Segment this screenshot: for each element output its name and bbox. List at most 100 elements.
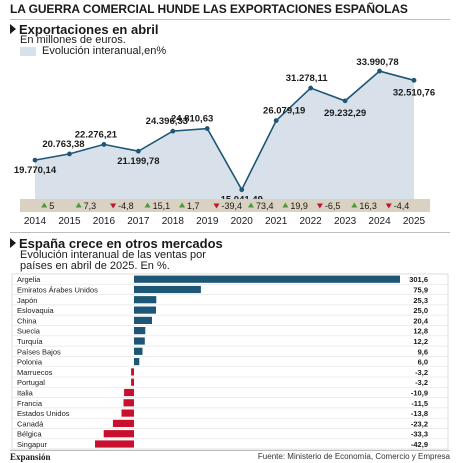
line-chart-title: Exportaciones en abril <box>10 22 158 37</box>
yoy-change-label: 16,3 <box>359 201 377 211</box>
yoy-change-label: 1,7 <box>187 201 200 211</box>
x-tick-label: 2016 <box>93 216 116 227</box>
yoy-change-item: 5 <box>41 201 54 211</box>
line-chart-subtitle: En millones de euros. <box>20 34 126 46</box>
bar <box>95 440 134 448</box>
data-point <box>273 118 279 124</box>
value-label: 29.232,29 <box>324 108 366 119</box>
country-label: Marruecos <box>17 368 53 377</box>
exports-area <box>35 71 414 200</box>
bar <box>134 285 201 294</box>
bar-value-label: 6,0 <box>418 358 428 367</box>
value-label: 24.810,63 <box>171 114 213 125</box>
yoy-change-item: -39,4 <box>213 201 243 211</box>
bar <box>131 378 134 386</box>
x-tick-label: 2018 <box>162 216 185 227</box>
x-tick-label: 2014 <box>24 216 47 227</box>
x-tick-label: 2021 <box>265 216 288 227</box>
up-arrow-icon <box>247 202 254 208</box>
bar <box>131 368 134 376</box>
data-point <box>411 77 417 83</box>
value-label: 22.276,21 <box>75 129 118 140</box>
bar-value-label: 75,9 <box>413 285 428 294</box>
bar-value-label: -33,3 <box>411 430 428 439</box>
x-tick-label: 2017 <box>127 216 150 227</box>
up-arrow-icon <box>282 202 289 208</box>
legend-label: Evolución interanual,en% <box>42 45 167 57</box>
country-label: Francia <box>17 399 43 408</box>
data-point <box>308 85 314 91</box>
bar-value-label: -10,9 <box>411 388 428 397</box>
bar <box>134 275 400 283</box>
yoy-change-item: 73,4 <box>247 201 274 211</box>
bar <box>112 419 134 427</box>
bar <box>134 296 157 304</box>
bar <box>123 399 134 407</box>
country-label: Portugal <box>17 378 45 387</box>
x-tick-label: 2015 <box>58 216 81 227</box>
country-label: Canadá <box>17 419 44 428</box>
bar-value-label: 12,2 <box>413 337 428 346</box>
yoy-change-label: 7,3 <box>84 201 97 211</box>
yoy-change-label: 19,9 <box>290 201 308 211</box>
bar-chart-frame <box>11 273 449 450</box>
bar-value-label: 12,8 <box>413 327 428 336</box>
down-arrow-icon <box>385 203 392 209</box>
line-chart-title-text: Exportaciones en abril <box>19 22 159 37</box>
yoy-change-label: 73,4 <box>256 201 274 211</box>
footer-divider <box>10 450 450 451</box>
bar <box>103 430 134 438</box>
yoy-change-item: -4,4 <box>385 201 409 211</box>
value-label: 31.278,11 <box>286 73 328 84</box>
bar-chart-subtitle-2: países en abril de 2025. En %. <box>20 260 170 272</box>
bar-chart-title-text: España crece en otros mercados <box>19 236 223 251</box>
yoy-change-label: -6,5 <box>325 201 341 211</box>
legend-swatch <box>20 46 36 56</box>
source-note: Fuente: Ministerio de Economía, Comercio… <box>257 452 450 461</box>
bar-value-label: -42,9 <box>411 440 428 449</box>
triangle-bullet-icon <box>10 238 16 248</box>
bar <box>121 409 134 417</box>
data-point <box>377 68 382 74</box>
yoy-change-item: 15,1 <box>144 201 170 211</box>
yoy-change-label: -39,4 <box>222 201 243 211</box>
bar-value-label: -11,5 <box>411 399 428 408</box>
value-label: 21.199,78 <box>117 156 159 167</box>
bar-chart-subtitle-1: Evolución interanual de las ventas por <box>20 249 206 261</box>
bar-value-label: 20,4 <box>413 316 428 325</box>
x-tick-label: 2023 <box>334 216 357 227</box>
brand-logo: Expansión <box>10 452 51 462</box>
section-divider <box>10 232 450 233</box>
bar-value-label: 301,6 <box>409 275 428 284</box>
value-label: 20.763,38 <box>42 139 84 150</box>
yoy-change-item: -4,8 <box>110 201 134 211</box>
country-label: Estados Unidos <box>17 409 70 418</box>
triangle-bullet-icon <box>10 24 16 34</box>
bar-chart: Argelia 301,6 Emiratos Árabes Unidos 75,9 Ja… <box>11 273 449 450</box>
bar-value-label: -13,8 <box>411 409 428 418</box>
country-label: Eslovaquia <box>17 306 55 315</box>
bar-value-label: -3,2 <box>415 378 428 387</box>
bar <box>134 327 146 335</box>
data-point <box>32 157 38 163</box>
down-arrow-icon <box>213 203 220 209</box>
country-label: Polonia <box>17 358 43 367</box>
yoy-change-item: 7,3 <box>75 201 97 211</box>
data-point <box>239 187 245 193</box>
x-tick-label: 2022 <box>300 216 323 227</box>
x-tick-label: 2020 <box>231 216 254 227</box>
data-point <box>170 128 176 134</box>
data-point <box>67 151 72 157</box>
country-label: Emiratos Árabes Unidos <box>17 285 98 294</box>
bar-value-label: 9,6 <box>418 347 428 356</box>
country-label: Suecia <box>17 327 41 336</box>
yoy-band <box>20 199 430 212</box>
up-arrow-icon <box>351 202 358 208</box>
bar-value-label: -3,2 <box>415 368 428 377</box>
up-arrow-icon <box>144 202 151 208</box>
country-label: China <box>17 316 37 325</box>
data-point <box>204 126 210 131</box>
bar <box>134 358 140 366</box>
bar <box>134 306 156 314</box>
data-point <box>101 142 107 147</box>
